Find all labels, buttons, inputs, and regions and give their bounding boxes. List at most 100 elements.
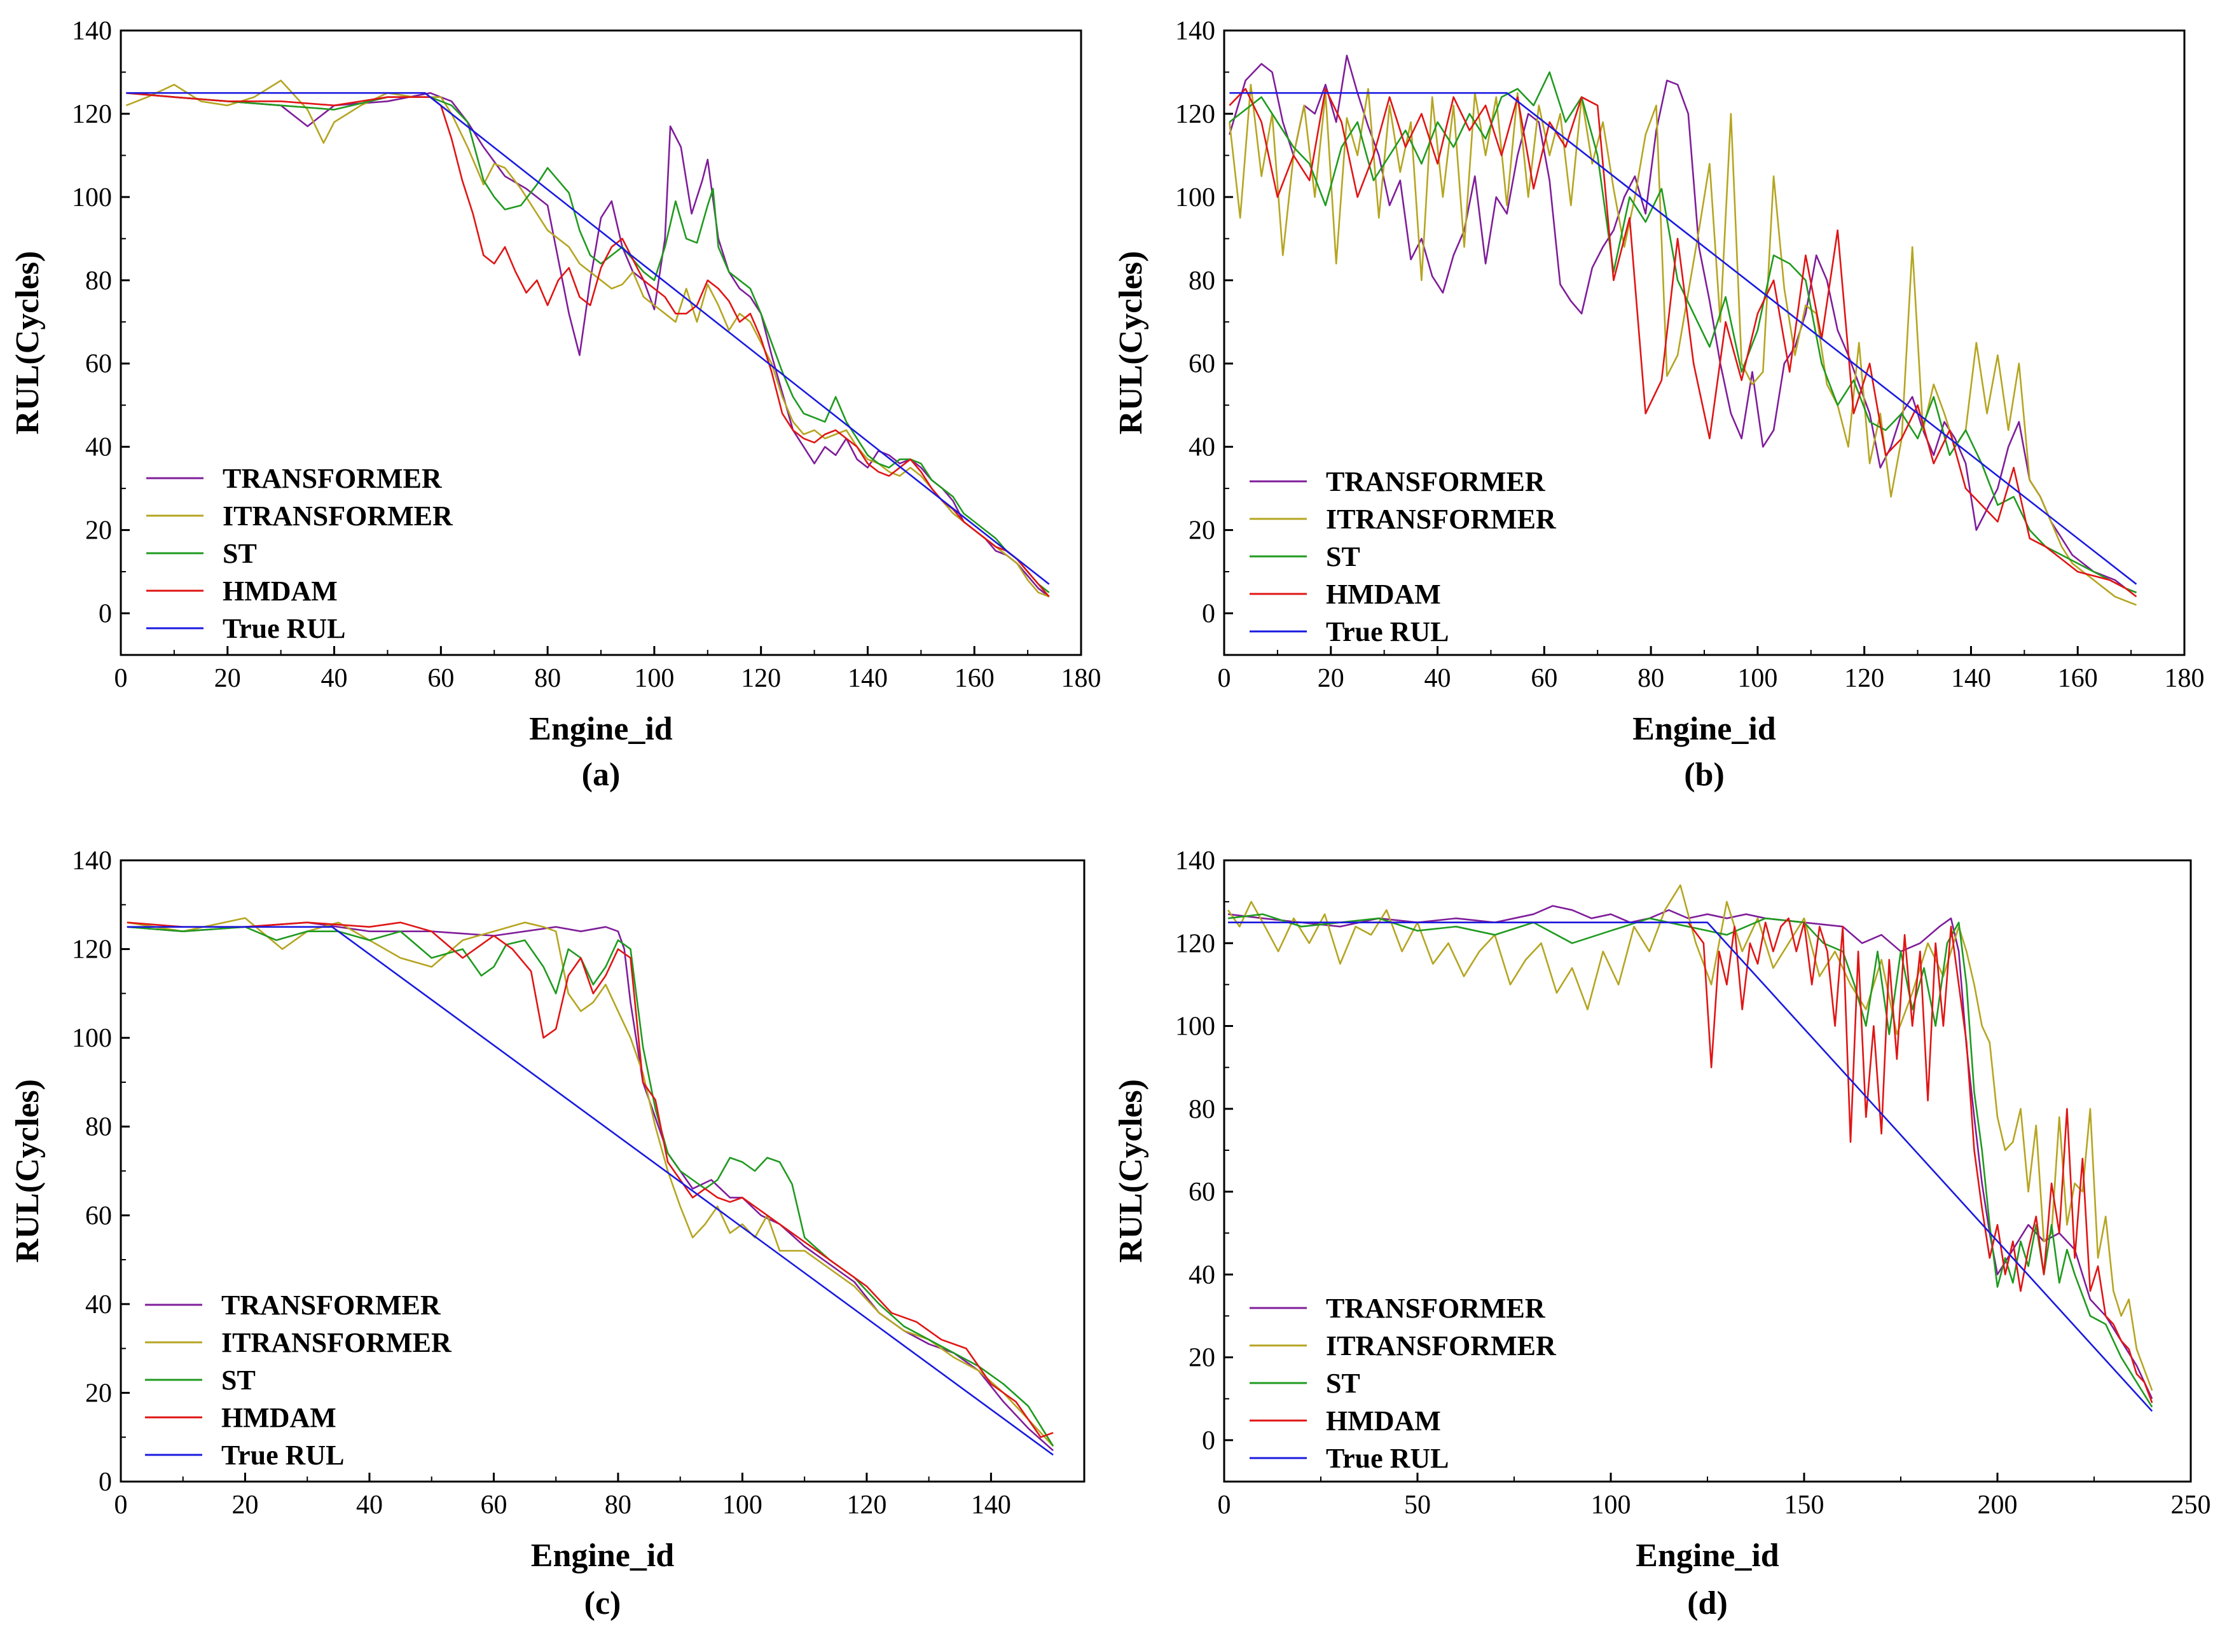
x-tick-label: 40 — [321, 664, 348, 693]
x-tick-label: 160 — [955, 664, 995, 693]
series-line-hmdam — [126, 92, 1050, 598]
y-tick-label: 20 — [85, 516, 112, 546]
legend-label: TRANSFORMER — [1326, 466, 1546, 497]
y-tick-label: 0 — [99, 600, 112, 629]
x-tick-label: 0 — [1218, 664, 1231, 693]
x-tick-label: 60 — [1531, 664, 1557, 693]
series-group — [125, 79, 1050, 598]
legend-label: True RUL — [1326, 1443, 1449, 1474]
x-tick-label: 80 — [534, 664, 561, 693]
series-line-transformer — [1227, 905, 2153, 1400]
y-tick-label: 40 — [85, 1290, 112, 1319]
x-tick-label: 160 — [2058, 664, 2098, 693]
legend-label: True RUL — [1326, 616, 1449, 647]
plot-frame — [120, 29, 1082, 656]
x-axis-title: Engine_id — [1636, 1538, 1779, 1574]
series-group — [127, 917, 1054, 1456]
y-tick-label: 60 — [1189, 1178, 1215, 1207]
y-tick-label: 100 — [1175, 183, 1215, 212]
series-line-hmdam — [1229, 88, 2137, 598]
x-axis-title: Engine_id — [1632, 711, 1775, 747]
series-line-st — [126, 92, 1050, 593]
legend: TRANSFORMER ITRANSFORMER ST HMDAM True RUL — [146, 463, 453, 644]
series-line-itransformer — [1227, 884, 2153, 1391]
chart-panel-c: 0 20 40 60 80 100 120 140 0 20 40 60 80 100 120 140 Engi… — [10, 846, 1086, 1621]
x-tick-label: 0 — [114, 664, 128, 693]
legend-label: HMDAM — [223, 575, 338, 607]
legend: TRANSFORMER ITRANSFORMER ST HMDAM True RUL — [1250, 466, 1557, 647]
panel-caption: (a) — [582, 757, 621, 793]
x-tick-label: 20 — [1318, 664, 1344, 693]
series-line-true-rul — [127, 926, 1054, 1456]
x-tick-label: 180 — [2165, 664, 2205, 693]
legend-label: TRANSFORMER — [221, 1290, 441, 1321]
y-tick-label: 40 — [1189, 433, 1215, 462]
y-tick-label: 140 — [1175, 17, 1215, 46]
x-tick-label: 100 — [722, 1490, 762, 1520]
y-tick-label: 60 — [1189, 350, 1215, 379]
y-tick-label: 0 — [1202, 1426, 1215, 1456]
y-axis-title: RUL(Cycles) — [10, 251, 46, 435]
panel-caption: (d) — [1687, 1585, 1728, 1621]
x-tick-label: 120 — [741, 664, 781, 693]
legend-label: ITRANSFORMER — [221, 1327, 452, 1358]
y-tick-label: 0 — [99, 1468, 112, 1497]
series-line-hmdam — [1228, 917, 2153, 1403]
y-tick-label: 100 — [72, 1024, 112, 1053]
y-tick-label: 40 — [85, 433, 112, 462]
legend-label: TRANSFORMER — [223, 463, 443, 494]
x-tick-label: 60 — [427, 664, 454, 693]
x-tick-label: 120 — [1844, 664, 1884, 693]
y-tick-label: 20 — [1189, 516, 1215, 546]
series-group — [1229, 55, 2137, 606]
legend-label: HMDAM — [1326, 579, 1441, 610]
y-axis-title: RUL(Cycles) — [1113, 1079, 1149, 1263]
legend-label: TRANSFORMER — [1326, 1293, 1546, 1324]
legend-label: ITRANSFORMER — [223, 500, 453, 532]
x-tick-label: 40 — [356, 1490, 383, 1520]
x-tick-label: 20 — [231, 1490, 258, 1520]
legend-label: ST — [1326, 1368, 1360, 1399]
series-line-true-rul — [1229, 92, 2137, 585]
y-tick-label: 100 — [1175, 1012, 1215, 1042]
y-tick-label: 20 — [85, 1379, 112, 1408]
legend-label: ST — [223, 538, 257, 569]
y-tick-label: 120 — [72, 100, 112, 129]
x-tick-label: 80 — [605, 1490, 631, 1520]
x-tick-label: 140 — [971, 1490, 1011, 1520]
y-tick-label: 80 — [85, 1113, 112, 1142]
x-tick-label: 0 — [114, 1490, 128, 1520]
y-tick-label: 80 — [1189, 266, 1215, 296]
y-tick-label: 120 — [1175, 929, 1215, 958]
y-tick-label: 80 — [85, 266, 112, 296]
series-line-hmdam — [127, 921, 1054, 1438]
chart-panel-a: 0 20 40 60 80 100 120 140 160 180 0 20 40 60 80 100 120 1… — [10, 17, 1101, 793]
x-axis-title: Engine_id — [529, 711, 672, 747]
legend-label: True RUL — [221, 1440, 345, 1471]
series-line-st — [1227, 913, 2153, 1408]
y-tick-label: 80 — [1189, 1095, 1215, 1124]
x-tick-label: 80 — [1638, 664, 1664, 693]
legend-label: ST — [221, 1365, 256, 1396]
x-axis-title: Engine_id — [531, 1538, 674, 1574]
y-tick-label: 140 — [1175, 846, 1215, 876]
y-tick-label: 20 — [1189, 1344, 1215, 1373]
y-tick-label: 60 — [85, 1201, 112, 1230]
x-tick-label: 140 — [848, 664, 888, 693]
x-tick-label: 120 — [846, 1490, 886, 1520]
series-line-true-rul — [1228, 921, 2153, 1412]
x-tick-label: 100 — [1591, 1490, 1631, 1520]
series-line-itransformer — [1229, 83, 2137, 606]
x-tick-label: 150 — [1784, 1490, 1824, 1520]
legend-label: HMDAM — [221, 1402, 336, 1433]
series-line-itransformer — [127, 917, 1054, 1447]
plot-frame — [120, 859, 1086, 1483]
chart-panel-d: 0 50 100 150 200 250 0 20 40 60 80 100 120 140 Engine_… — [1113, 846, 2211, 1621]
series-line-true-rul — [126, 92, 1050, 585]
legend-label: ITRANSFORMER — [1326, 504, 1557, 535]
y-axis-title: RUL(Cycles) — [10, 1079, 46, 1263]
series-line-transformer — [1229, 55, 2137, 594]
x-tick-label: 200 — [1978, 1490, 2018, 1520]
x-tick-label: 20 — [214, 664, 241, 693]
